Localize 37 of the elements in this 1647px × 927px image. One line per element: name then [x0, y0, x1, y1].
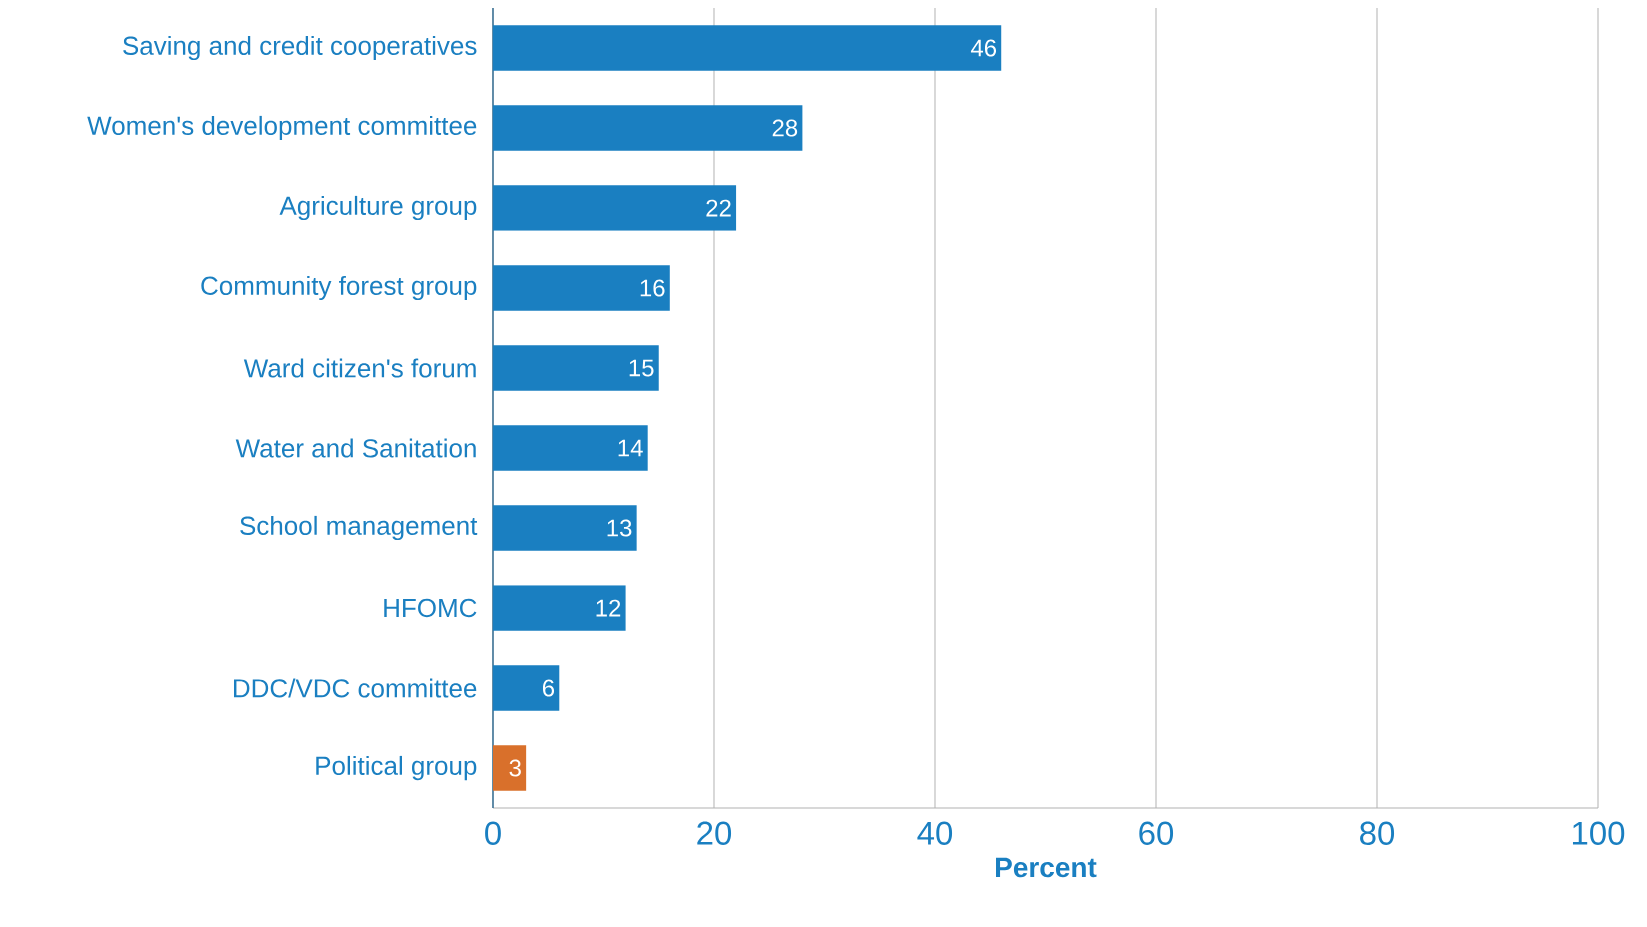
- x-axis-title: Percent: [996, 857, 1097, 878]
- data-label: 28: [772, 119, 798, 137]
- bar: [492, 25, 1002, 71]
- bar: [492, 585, 626, 631]
- bar: [492, 745, 527, 791]
- bar: [492, 185, 737, 231]
- y-tick-label: School management: [240, 515, 478, 541]
- y-tick-label: Political group: [316, 755, 477, 781]
- data-label: 16: [640, 279, 665, 297]
- data-label: 3: [509, 759, 521, 777]
- data-label: 14: [618, 439, 643, 457]
- y-tick-label: Ward citizen's forum: [243, 358, 476, 378]
- x-tick-label: 0: [485, 821, 501, 845]
- data-label: 15: [629, 359, 654, 377]
- bar: [492, 345, 659, 391]
- x-tick-label: 100: [1572, 821, 1625, 845]
- y-tick-label: DDC/VDC committee: [234, 678, 477, 698]
- bar: [492, 505, 637, 551]
- y-tick-label: Saving and credit cooperatives: [123, 35, 477, 61]
- y-tick-label: Agriculture group: [279, 195, 477, 221]
- data-label: 12: [596, 599, 621, 617]
- bar: [492, 665, 560, 711]
- bar: [492, 265, 670, 311]
- data-label: 22: [706, 199, 731, 217]
- data-label: 13: [607, 519, 632, 537]
- bar: [492, 105, 803, 151]
- y-tick-label: Women's development committee: [87, 115, 477, 141]
- x-tick-label: 40: [917, 821, 953, 845]
- data-label: 6: [542, 679, 555, 697]
- y-tick-label: Water and Sanitation: [235, 438, 476, 458]
- x-tick-label: 20: [697, 821, 732, 845]
- x-tick-label: 80: [1360, 821, 1395, 845]
- x-tick-label: 60: [1139, 821, 1174, 845]
- bar: [492, 425, 648, 471]
- data-label: 46: [970, 39, 997, 57]
- y-tick-label: Community forest group: [201, 275, 477, 301]
- y-tick-label: HFOMC: [384, 598, 477, 618]
